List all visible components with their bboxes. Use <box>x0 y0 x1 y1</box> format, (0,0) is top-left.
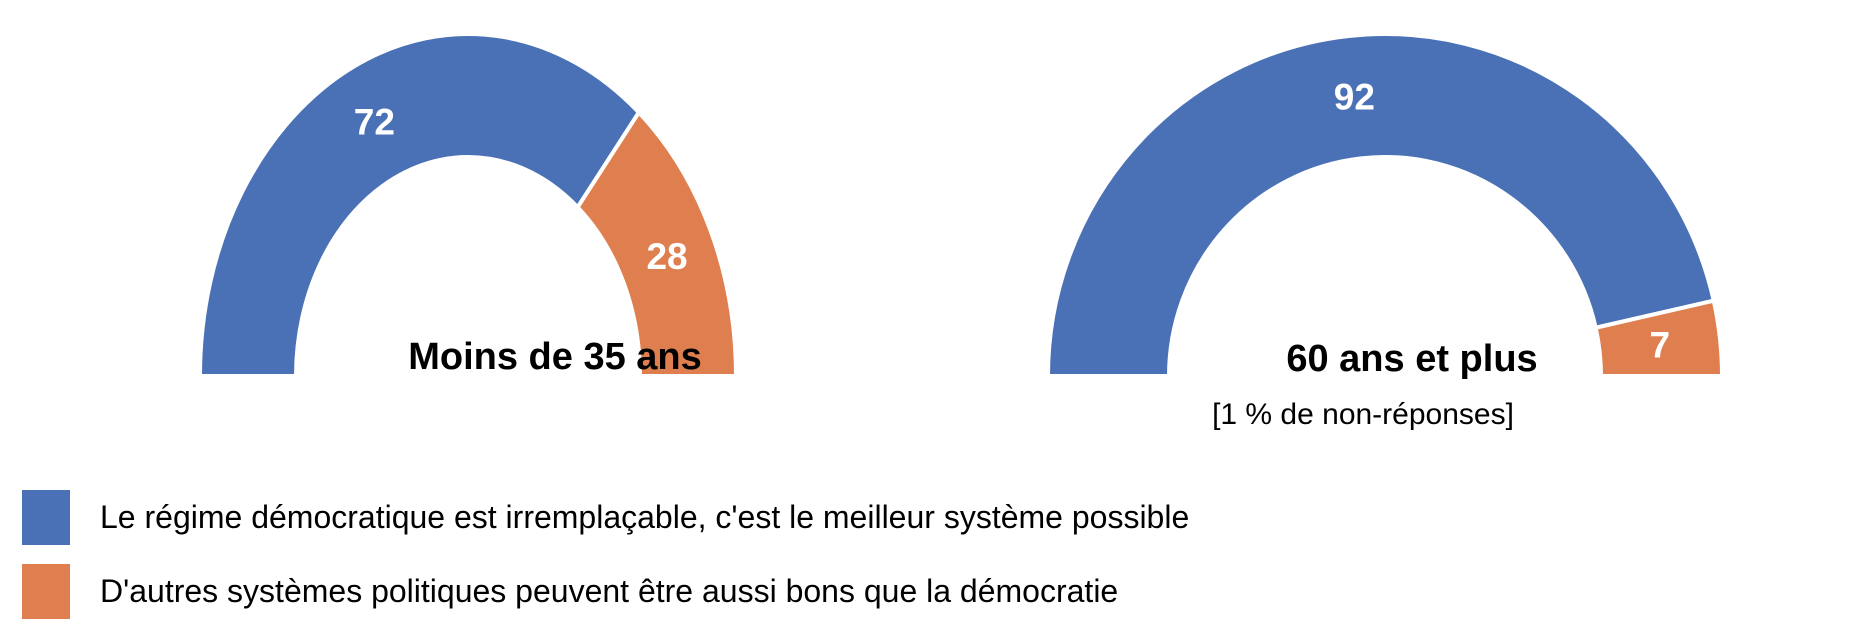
donut-slice <box>1593 298 1725 378</box>
legend-label-autres-systemes: D'autres systèmes politiques peuvent êtr… <box>100 573 1119 609</box>
chart-title-moins-de-35-ans: Moins de 35 ans <box>408 336 702 378</box>
slice-value-label: 28 <box>646 236 687 277</box>
chart-title-60-ans-et-plus: 60 ans et plus <box>1286 338 1538 380</box>
slice-value-label: 7 <box>1650 324 1671 365</box>
donut-slice <box>1045 32 1717 378</box>
legend-swatch-blue <box>22 490 70 545</box>
legend-item-democratie-irremplacable: Le régime démocratique est irremplaçable… <box>22 490 1189 545</box>
donut-slice <box>197 32 642 378</box>
donut-slice <box>575 109 739 378</box>
slice-value-label: 92 <box>1334 77 1375 118</box>
slice-value-label: 72 <box>354 102 395 143</box>
legend-label-democratie-irremplacable: Le régime démocratique est irremplaçable… <box>100 499 1190 535</box>
legend-item-autres-systemes: D'autres systèmes politiques peuvent êtr… <box>22 564 1189 619</box>
legend: Le régime démocratique est irremplaçable… <box>22 490 1189 619</box>
chart-note-non-responses: [1 % de non-réponses] <box>1212 398 1514 431</box>
legend-swatch-orange <box>22 564 70 619</box>
